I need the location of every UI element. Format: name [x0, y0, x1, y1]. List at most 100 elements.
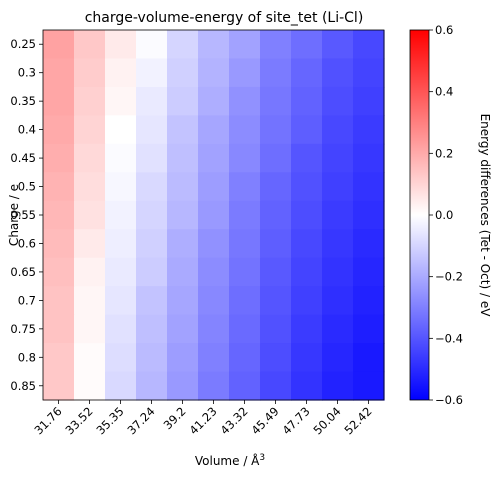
heatmap-cell — [198, 30, 230, 60]
heatmap-cell — [229, 143, 261, 173]
heatmap-cell — [291, 229, 323, 259]
heatmap-cell — [105, 200, 137, 230]
heatmap-cell — [291, 143, 323, 173]
heatmap-cell — [353, 172, 385, 202]
heatmap-cell — [43, 286, 75, 316]
heatmap-cell — [43, 314, 75, 344]
x-tick-label: 41.23 — [186, 404, 219, 437]
heatmap-cell — [322, 371, 354, 401]
heatmap-cell — [229, 172, 261, 202]
heatmap-cell — [353, 229, 385, 259]
heatmap-cell — [229, 115, 261, 145]
colorbar-label: Energy differences (Tet - Oct) / eV — [478, 114, 492, 318]
heatmap-cells — [43, 30, 385, 401]
heatmap-cell — [74, 314, 106, 344]
heatmap-cell — [260, 86, 292, 116]
heatmap-cell — [291, 257, 323, 287]
y-tick-label: 0.5 — [18, 180, 36, 194]
heatmap-cell — [291, 58, 323, 88]
heatmap-cell — [136, 30, 168, 60]
heatmap-cell — [74, 229, 106, 259]
heatmap-cell — [260, 58, 292, 88]
heatmap-cell — [74, 257, 106, 287]
heatmap-cell — [167, 58, 199, 88]
heatmap-cell — [74, 143, 106, 173]
heatmap-cell — [43, 115, 75, 145]
heatmap-cell — [43, 200, 75, 230]
x-tick-label: 39.2 — [161, 404, 189, 432]
heatmap-cell — [229, 200, 261, 230]
x-tick-label: 33.52 — [62, 404, 95, 437]
heatmap-cell — [322, 200, 354, 230]
heatmap-cell — [167, 257, 199, 287]
colorbar — [409, 29, 430, 401]
heatmap-cell — [353, 30, 385, 60]
heatmap-cell — [136, 371, 168, 401]
heatmap-cell — [74, 371, 106, 401]
colorbar-tick-label: 0.2 — [435, 146, 453, 160]
colorbar-tick-label: 0.4 — [435, 85, 453, 99]
heatmap-cell — [198, 58, 230, 88]
heatmap-cell — [353, 343, 385, 373]
heatmap-cell — [353, 143, 385, 173]
heatmap-cell — [291, 115, 323, 145]
heatmap-cell — [322, 115, 354, 145]
heatmap-cell — [322, 86, 354, 116]
x-tick-label: 37.24 — [124, 404, 157, 437]
heatmap-cell — [136, 86, 168, 116]
heatmap-cell — [43, 229, 75, 259]
heatmap-cell — [260, 286, 292, 316]
heatmap-cell — [291, 200, 323, 230]
heatmap-cell — [198, 200, 230, 230]
heatmap-cell — [229, 371, 261, 401]
heatmap-cell — [167, 200, 199, 230]
heatmap-cell — [291, 30, 323, 60]
heatmap-cell — [74, 172, 106, 202]
heatmap-cell — [198, 286, 230, 316]
heatmap-cell — [74, 58, 106, 88]
y-tick-label: 0.3 — [18, 66, 36, 80]
heatmap-cell — [260, 172, 292, 202]
heatmap-cell — [198, 86, 230, 116]
heatmap-cell — [43, 143, 75, 173]
heatmap-cell — [74, 115, 106, 145]
y-tick-label: 0.8 — [18, 350, 36, 364]
x-axis-label: Volume / Å3 — [195, 453, 265, 468]
heatmap-cell — [353, 58, 385, 88]
heatmap-cell — [353, 86, 385, 116]
y-axis-ticks: 0.25 0.3 0.35 0.4 0.45 0.5 0.55 0.6 0.65 0.7 0.75 0… — [10, 37, 43, 393]
x-tick-label: 31.76 — [31, 404, 64, 437]
colorbar-tick-label: −0.2 — [435, 270, 463, 284]
y-tick-label: 0.25 — [10, 37, 36, 51]
y-tick-label: 0.55 — [10, 208, 36, 222]
heatmap-cell — [260, 314, 292, 344]
heatmap-cell — [322, 143, 354, 173]
heatmap-cell — [291, 314, 323, 344]
heatmap-cell — [43, 172, 75, 202]
x-tick-label: 47.73 — [279, 404, 312, 437]
heatmap-cell — [43, 371, 75, 401]
colorbar-tick-label: 0.0 — [435, 208, 453, 222]
y-tick-label: 0.45 — [10, 151, 36, 165]
y-tick-label: 0.65 — [10, 265, 36, 279]
heatmap-cell — [198, 229, 230, 259]
colorbar-tick-label: −0.4 — [435, 331, 463, 345]
heatmap-cell — [198, 143, 230, 173]
heatmap-cell — [229, 86, 261, 116]
heatmap-cell — [105, 371, 137, 401]
heatmap-cell — [136, 343, 168, 373]
heatmap-cell — [353, 257, 385, 287]
heatmap-cell — [229, 30, 261, 60]
heatmap-cell — [167, 143, 199, 173]
heatmap-cell — [105, 229, 137, 259]
x-tick-label: 43.32 — [217, 404, 250, 437]
heatmap-cell — [136, 286, 168, 316]
heatmap-cell — [198, 314, 230, 344]
heatmap-cell — [322, 172, 354, 202]
heatmap-cell — [291, 172, 323, 202]
y-tick-label: 0.6 — [18, 236, 36, 250]
y-tick-label: 0.7 — [18, 293, 36, 307]
heatmap-cell — [198, 343, 230, 373]
heatmap-cell — [136, 314, 168, 344]
